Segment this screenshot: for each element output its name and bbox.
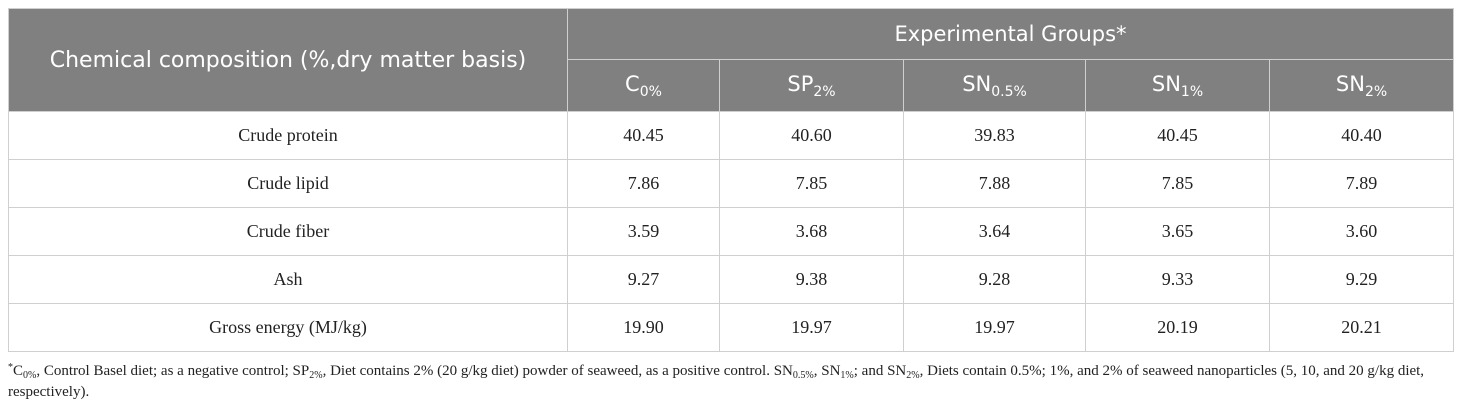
table-cell: 7.89	[1268, 159, 1455, 208]
column-header-sp2: SP2%	[719, 59, 904, 112]
table-cell: 40.45	[567, 111, 720, 160]
table-cell: 40.60	[719, 111, 904, 160]
row-label: Ash	[8, 255, 568, 304]
table-cell: 3.60	[1268, 207, 1455, 256]
column-header-sn2: SN2%	[1268, 59, 1455, 112]
header-row-1: Chemical composition (%,dry matter basis…	[8, 8, 1455, 112]
footnote-subscript: 0.5%	[792, 370, 814, 381]
table-cell: 7.85	[1085, 159, 1270, 208]
column-header-base: SN	[1335, 71, 1365, 96]
table-cell: 19.97	[903, 303, 1086, 352]
footnote-subscript: 0%	[23, 370, 37, 381]
column-header-sub: 1%	[1180, 83, 1204, 100]
footnote-text: , Diet contains 2% (20 g/kg diet) powder…	[322, 363, 793, 379]
group-title: Experimental Groups*	[566, 8, 1455, 60]
table-row: Gross energy (MJ/kg) 19.90 19.97 19.97 2…	[8, 303, 1455, 352]
table-cell: 7.85	[719, 159, 904, 208]
column-header-sn05: SN0.5%	[903, 59, 1086, 112]
composition-table: Chemical composition (%,dry matter basis…	[8, 8, 1455, 352]
table-cell: 9.33	[1085, 255, 1270, 304]
footnote-subscript: 1%	[840, 370, 854, 381]
table-cell: 3.68	[719, 207, 904, 256]
table-cell: 9.28	[903, 255, 1086, 304]
footnote-star: *	[8, 362, 13, 373]
row-label: Crude protein	[8, 111, 568, 160]
table-cell: 9.38	[719, 255, 904, 304]
table-cell: 20.19	[1085, 303, 1270, 352]
footnote-text: , SN	[813, 363, 841, 379]
table-row: Crude protein 40.45 40.60 39.83 40.45 40…	[8, 111, 1455, 160]
column-header-c0: C0%	[567, 59, 720, 112]
row-label: Crude lipid	[8, 159, 568, 208]
table-cell: 40.40	[1268, 111, 1455, 160]
header-row-2: C0% SP2% SN0.5% SN1% SN2%	[9, 59, 1455, 112]
table-cell: 9.27	[567, 255, 720, 304]
table-cell: 3.65	[1085, 207, 1270, 256]
table-row: Ash 9.27 9.38 9.28 9.33 9.29	[8, 255, 1455, 304]
column-header-sub: 2%	[813, 83, 836, 100]
column-header-sub: 0.5%	[991, 83, 1027, 100]
table-cell: 3.64	[903, 207, 1086, 256]
table-cell: 39.83	[903, 111, 1086, 160]
table-cell: 3.59	[567, 207, 720, 256]
table-footnote: *C0%, Control Basel diet; as a negative …	[8, 361, 1453, 403]
footnote-text: ; and SN	[853, 363, 907, 379]
table-cell: 7.86	[567, 159, 720, 208]
row-header-title: Chemical composition (%,dry matter basis…	[8, 8, 568, 112]
composition-table-container: Chemical composition (%,dry matter basis…	[8, 8, 1455, 352]
table-cell: 9.29	[1268, 255, 1455, 304]
column-header-sub: 2%	[1364, 83, 1388, 100]
footnote-text: C	[13, 363, 24, 379]
column-header-sub: 0%	[639, 83, 662, 100]
column-header-base: SP	[787, 71, 814, 96]
footnote-text: , Control Basel diet; as a negative cont…	[36, 363, 310, 379]
table-cell: 19.90	[567, 303, 720, 352]
column-header-base: SN	[962, 71, 992, 96]
table-row: Crude lipid 7.86 7.85 7.88 7.85 7.89	[8, 159, 1455, 208]
footnote-subscript: 2%	[906, 370, 920, 381]
row-label: Gross energy (MJ/kg)	[8, 303, 568, 352]
footnote-text: , Diets contain 0.5%; 1%, and 2% of seaw…	[8, 363, 1425, 400]
column-header-base: SN	[1151, 71, 1181, 96]
footnote-subscript: 2%	[309, 370, 323, 381]
column-header-base: C	[625, 71, 640, 96]
table-cell: 20.21	[1268, 303, 1455, 352]
table-row: Crude fiber 3.59 3.68 3.64 3.65 3.60	[8, 207, 1455, 256]
column-header-sn1: SN1%	[1085, 59, 1270, 112]
table-cell: 40.45	[1085, 111, 1270, 160]
table-cell: 19.97	[719, 303, 904, 352]
table-cell: 7.88	[903, 159, 1086, 208]
row-label: Crude fiber	[8, 207, 568, 256]
